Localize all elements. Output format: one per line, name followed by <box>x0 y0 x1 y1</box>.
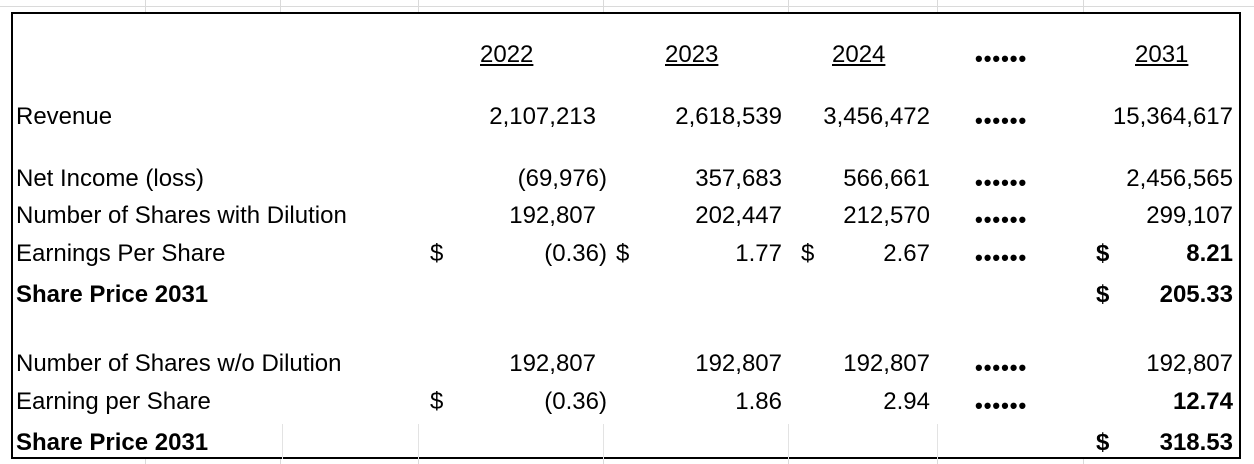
gridline <box>603 424 604 459</box>
header-2023: 2023 <box>665 41 719 68</box>
eps-dilution-2031: 8.21 <box>1186 240 1233 267</box>
shares-dilution-2024: 212,570 <box>843 202 930 229</box>
share-price-dilution-2031: 205.33 <box>1159 281 1233 308</box>
net-income-2031: 2,456,565 <box>1126 165 1233 192</box>
header-ellipsis: •••••• <box>975 46 1028 71</box>
ellipsis: •••••• <box>975 170 1028 195</box>
gridline <box>788 424 789 459</box>
row-label-eps-no-dilution: Earning per Share <box>16 388 211 415</box>
revenue-2031: 15,364,617 <box>1112 103 1233 130</box>
shares-no-dilution-2022: 192,807 <box>509 350 596 377</box>
ellipsis: •••••• <box>975 108 1028 133</box>
gridline <box>418 424 419 459</box>
shares-dilution-2022: 192,807 <box>509 202 596 229</box>
ellipsis: •••••• <box>975 207 1028 232</box>
header-2022: 2022 <box>480 41 534 68</box>
currency-sign: $ <box>1096 240 1110 267</box>
gridline <box>937 424 938 459</box>
shares-no-dilution-2023: 192,807 <box>695 350 782 377</box>
eps-dilution-2023: 1.77 <box>735 240 782 267</box>
currency-sign: $ <box>1096 281 1110 308</box>
shares-no-dilution-2031: 192,807 <box>1146 350 1233 377</box>
shares-dilution-2023: 202,447 <box>695 202 782 229</box>
gridline <box>0 6 1254 7</box>
eps-dilution-2022: (0.36) <box>544 240 607 267</box>
financial-projection-table: 2022 2023 2024 •••••• 2031 Revenue 2,107… <box>11 12 1241 459</box>
currency-sign: $ <box>801 240 815 267</box>
shares-no-dilution-2024: 192,807 <box>843 350 930 377</box>
shares-dilution-2031: 299,107 <box>1146 202 1233 229</box>
header-2031: 2031 <box>1135 41 1189 68</box>
header-2024: 2024 <box>832 41 886 68</box>
row-label-shares-dilution: Number of Shares with Dilution <box>16 202 347 229</box>
row-label-shares-no-dilution: Number of Shares w/o Dilution <box>16 350 342 377</box>
eps-no-dilution-2023: 1.86 <box>735 388 782 415</box>
ellipsis: •••••• <box>975 393 1028 418</box>
gridline <box>282 424 283 459</box>
currency-sign: $ <box>1096 429 1110 456</box>
eps-no-dilution-2024: 2.94 <box>883 388 930 415</box>
net-income-2024: 566,661 <box>843 165 930 192</box>
ellipsis: •••••• <box>975 355 1028 380</box>
eps-dilution-2024: 2.67 <box>883 240 930 267</box>
revenue-2024: 3,456,472 <box>823 103 930 130</box>
currency-sign: $ <box>616 240 630 267</box>
eps-no-dilution-2031: 12.74 <box>1172 388 1233 415</box>
revenue-2023: 2,618,539 <box>675 103 782 130</box>
share-price-no-dilution-2031: 318.53 <box>1159 429 1233 456</box>
net-income-2022: (69,976) <box>517 165 607 192</box>
eps-no-dilution-2022: (0.36) <box>544 388 607 415</box>
currency-sign: $ <box>430 240 444 267</box>
row-label-net-income: Net Income (loss) <box>16 165 205 192</box>
row-label-eps-dilution: Earnings Per Share <box>16 240 226 267</box>
revenue-2022: 2,107,213 <box>489 103 596 130</box>
currency-sign: $ <box>430 388 444 415</box>
row-label-revenue: Revenue <box>16 103 113 130</box>
net-income-2023: 357,683 <box>695 165 782 192</box>
ellipsis: •••••• <box>975 245 1028 270</box>
row-label-share-price: Share Price 2031 <box>16 281 209 308</box>
row-label-share-price: Share Price 2031 <box>16 429 209 456</box>
